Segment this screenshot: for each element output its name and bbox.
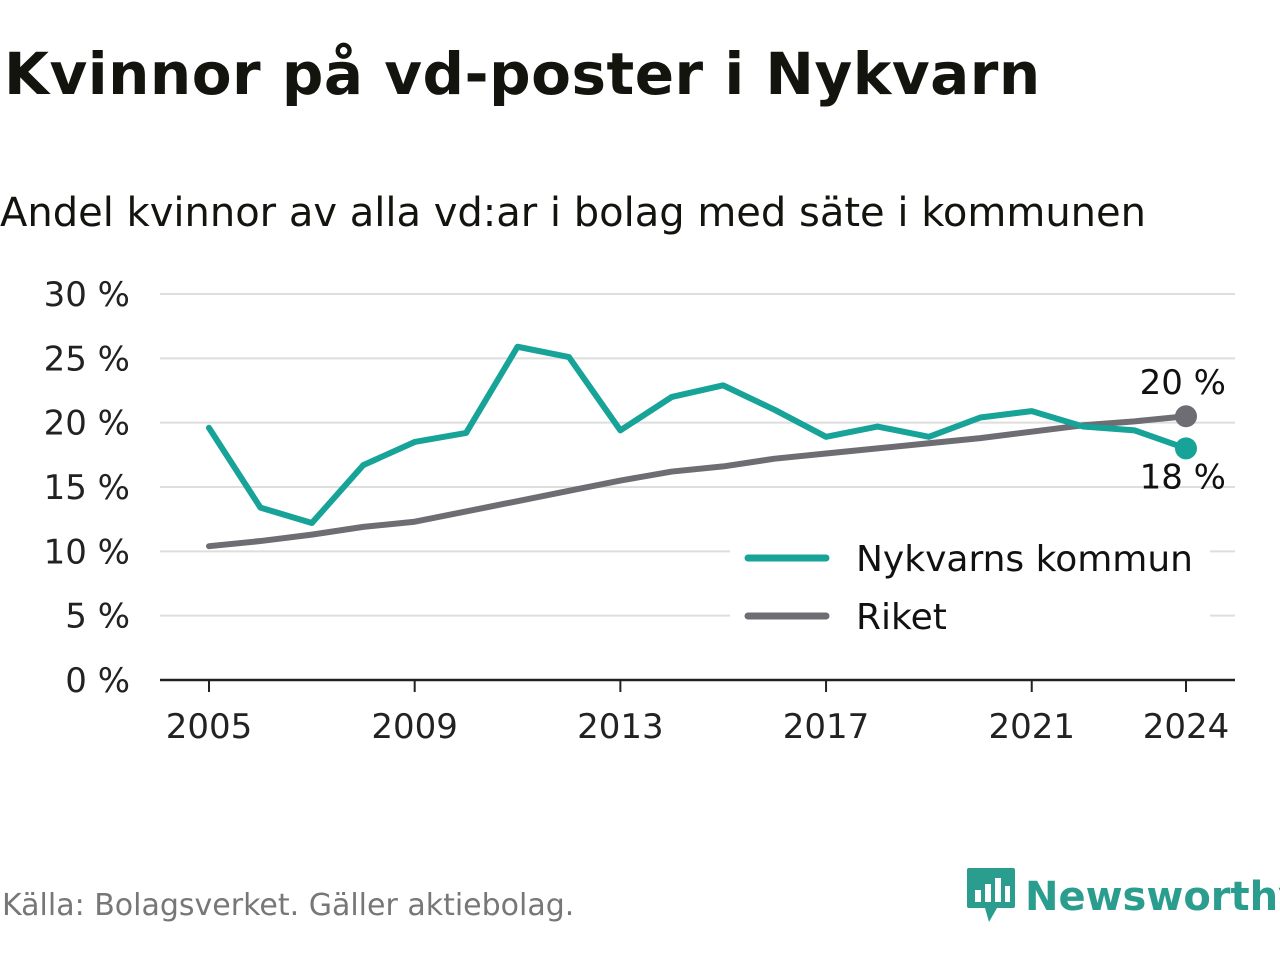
source-note: Källa: Bolagsverket. Gäller aktiebolag. xyxy=(2,888,575,923)
y-tick-label: 15 % xyxy=(44,468,130,508)
legend-label: Nykvarns kommun xyxy=(856,539,1193,580)
series-line-riket xyxy=(206,413,1189,550)
end-point-riket xyxy=(1175,405,1197,428)
x-tick-label: 2013 xyxy=(577,707,664,747)
y-axis: 0 % 5 % 10 % 15 % 20 % 25 % 30 % xyxy=(44,275,130,701)
chart-subtitle: Andel kvinnor av alla vd:ar i bolag med … xyxy=(0,190,1146,236)
x-tick-label: 2005 xyxy=(166,707,253,747)
y-tick-label: 10 % xyxy=(44,532,130,572)
legend-label: Riket xyxy=(856,597,947,638)
end-label-riket: 20 % xyxy=(1140,363,1226,403)
end-labels: 18 % 20 % xyxy=(1140,363,1226,497)
x-tick-label: 2021 xyxy=(988,707,1075,747)
x-tick-label: 2017 xyxy=(783,707,870,747)
y-tick-label: 0 % xyxy=(65,661,130,701)
end-point-nykvarn xyxy=(1175,437,1197,460)
end-label-nykvarn: 18 % xyxy=(1140,457,1226,497)
y-tick-label: 20 % xyxy=(44,404,130,444)
x-tick-label: 2024 xyxy=(1143,707,1230,747)
series-line-nykvarn xyxy=(206,343,1189,527)
y-tick-label: 5 % xyxy=(65,597,130,637)
y-tick-label: 25 % xyxy=(44,339,130,379)
newsworthy-brand[interactable]: Newsworthy xyxy=(965,866,1280,928)
newsworthy-logo-icon xyxy=(965,866,1017,928)
gridlines xyxy=(160,293,1235,617)
x-axis: 2005 2009 2013 2017 2021 2024 xyxy=(160,678,1235,747)
x-tick-label: 2009 xyxy=(371,707,458,747)
legend: Nykvarns kommun Riket xyxy=(730,528,1210,644)
series-lines xyxy=(206,343,1189,550)
y-tick-label: 30 % xyxy=(44,275,130,315)
chart-title: Kvinnor på vd-poster i Nykvarn xyxy=(4,40,1041,108)
brand-name: Newsworthy xyxy=(1025,874,1280,920)
